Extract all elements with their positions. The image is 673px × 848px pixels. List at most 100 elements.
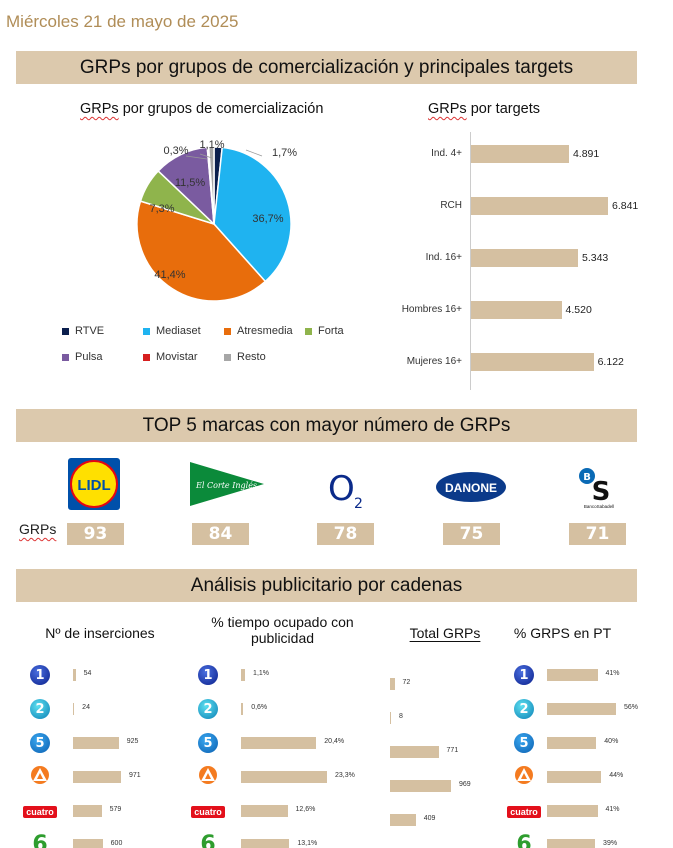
pie-slice-atresmedia — [136, 200, 267, 302]
channel-logo-circle: 5 — [514, 733, 534, 753]
value-tiempo-lasexta: 13,1% — [297, 840, 318, 847]
brand-value-o2: 78 — [317, 523, 374, 545]
channel-logo-lasexta-icon: 6 — [511, 832, 537, 848]
target-label-mujeres-16: Mujeres 16+ — [406, 356, 462, 367]
legend-swatch — [143, 327, 150, 335]
targets-axis — [470, 132, 471, 390]
targets-title-rest: por targets — [466, 101, 541, 117]
target-bar-mujeres-16 — [471, 353, 594, 371]
legend-label: Mediaset — [156, 325, 201, 337]
legend-label: Forta — [318, 325, 344, 337]
section-banner-grps: GRPs por grupos de comercialización y pr… — [16, 51, 637, 84]
channel-logo-circle: 1 — [198, 665, 218, 685]
lasexta-logo-graphic: 6 — [200, 832, 215, 848]
legend-swatch — [305, 327, 312, 335]
value-inserciones-la-2: 24 — [82, 704, 90, 711]
danone-logo-graphic: DANONE — [436, 472, 506, 502]
legend-item-forta: Forta — [305, 325, 344, 337]
legend-label: Movistar — [156, 351, 198, 363]
col-title-total-grps: Total GRPs — [395, 625, 495, 641]
bar-tiempo-la-1 — [241, 669, 246, 681]
o2-logo: O 2 — [326, 466, 370, 515]
channel-logo-la-2-icon: 2 — [511, 698, 537, 720]
pie-label-resto: 1,1% — [199, 139, 224, 151]
target-bar-rch — [471, 197, 608, 215]
value-total-grps-antena-3: 969 — [459, 781, 471, 788]
svg-text:6: 6 — [516, 832, 531, 848]
pie-label-movistar: 0,3% — [163, 145, 188, 157]
channel-logo-telecinco-icon: 5 — [195, 732, 221, 754]
o2-logo-graphic: O 2 — [328, 469, 363, 512]
pie-label-forta: 7,3% — [149, 203, 174, 215]
bar-inserciones-la-1 — [73, 669, 76, 681]
value-total-grps-telecinco: 771 — [446, 747, 459, 754]
pie-chart: 1,7% 36,7% 41,4% 7,3% 11,5% 0,3% 1,1% — [136, 139, 297, 302]
report-date: Miércoles 21 de mayo de 2025 — [6, 12, 239, 31]
channel-logo-la-2-icon: 2 — [195, 698, 221, 720]
el-corte-ingles-logo-graphic: El Corte Inglés — [190, 462, 264, 506]
pie-chart-title: GRPs por grupos de comercialización — [80, 101, 323, 117]
channel-logo-la-1-icon: 1 — [195, 664, 221, 686]
legend-swatch — [224, 327, 231, 335]
value-tiempo-cuatro: 12,6% — [295, 806, 316, 813]
svg-text:B: B — [583, 472, 591, 483]
svg-text:LIDL: LIDL — [77, 477, 110, 494]
value-tiempo-antena-3: 23,3% — [335, 772, 355, 779]
col-title-tiempo-line1: % tiempo ocupado con — [211, 614, 354, 630]
bar-tiempo-cuatro — [241, 805, 288, 817]
legend-item-mediaset: Mediaset — [143, 325, 201, 337]
bar-tiempo-antena-3 — [241, 771, 327, 783]
value-inserciones-antena-3: 971 — [129, 772, 141, 779]
col-title-total-grps-text: Total GRPs — [409, 625, 481, 641]
legend-item-movistar: Movistar — [143, 351, 198, 363]
pie-label-mediaset: 36,7% — [252, 213, 283, 225]
channel-logo-circle: 2 — [30, 699, 50, 719]
target-value-ind-16: 5.343 — [582, 252, 609, 264]
channel-logo-cuatro-icon: cuatro — [191, 800, 225, 822]
cuatro-logo-text: cuatro — [23, 806, 57, 818]
pie-slice-mediaset — [213, 146, 292, 283]
value-total-grps-la-2: 8 — [399, 713, 403, 720]
channel-logo-la-1-icon: 1 — [511, 664, 537, 686]
bar-total-grps-antena-3 — [390, 780, 451, 792]
target-label-rch: RCH — [440, 200, 462, 211]
target-value-mujeres-16: 6.122 — [597, 356, 624, 368]
target-label-hombres-16: Hombres 16+ — [401, 304, 462, 315]
channel-logo-lasexta-icon: 6 — [195, 832, 221, 848]
channel-logo-lasexta-icon: 6 — [27, 832, 53, 848]
antena3-logo-graphic — [199, 765, 217, 784]
value-tiempo-la-1: 1,1% — [253, 670, 270, 677]
lasexta-logo-graphic: 6 — [32, 832, 47, 848]
bar-tiempo-la-2 — [241, 703, 244, 715]
bar-grps-pt-cuatro — [547, 805, 598, 817]
channel-logo-antena-3-icon — [195, 765, 221, 788]
value-inserciones-telecinco: 925 — [126, 738, 139, 745]
col-title-grps-pt: % GRPS en PT — [513, 625, 612, 641]
svg-text:O: O — [328, 469, 355, 509]
channel-logo-antena-3-icon — [511, 765, 537, 788]
banco-sabadell-logo-graphic: B S BancoSabadell — [579, 468, 614, 509]
legend-swatch — [62, 353, 69, 361]
pie-title-rest: por grupos de comercialización — [118, 101, 324, 117]
lidl-logo: LIDL — [66, 458, 122, 510]
brands-grps-label-text: GRPs — [19, 521, 57, 537]
legend-label: Resto — [237, 351, 266, 363]
channel-logo-cuatro-icon: cuatro — [23, 800, 57, 822]
legend-label: Atresmedia — [237, 325, 293, 337]
channel-logo-telecinco-icon: 5 — [511, 732, 537, 754]
value-inserciones-lasexta: 600 — [110, 840, 123, 847]
value-inserciones-cuatro: 579 — [109, 806, 122, 813]
value-total-grps-la-1: 72 — [402, 679, 411, 686]
section-banner-cadenas: Análisis publicitario por cadenas — [16, 569, 637, 602]
brands-grps-label: GRPs — [19, 521, 56, 537]
value-grps-pt-la-1: 41% — [605, 670, 620, 677]
bar-total-grps-telecinco — [390, 746, 439, 758]
bar-grps-pt-la-1 — [547, 669, 598, 681]
bar-grps-pt-la-2 — [547, 703, 616, 715]
brand-value-banco-sabadell: 71 — [569, 523, 626, 545]
section-banner-top5: TOP 5 marcas con mayor número de GRPs — [16, 409, 637, 442]
svg-text:6: 6 — [200, 832, 215, 848]
brand-value-danone: 75 — [443, 523, 500, 545]
bar-tiempo-telecinco — [241, 737, 317, 749]
channel-logo-circle: 1 — [514, 665, 534, 685]
